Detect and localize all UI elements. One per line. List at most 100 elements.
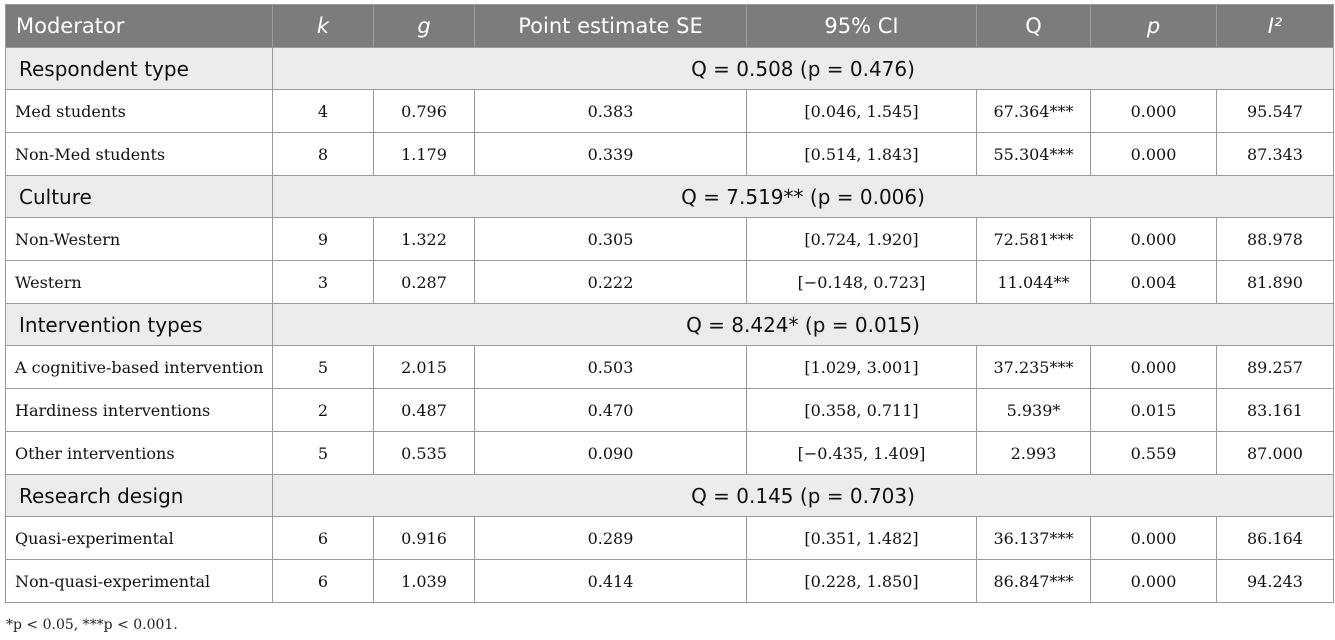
group-heterogeneity-stat: Q = 0.145 (p = 0.703)	[272, 474, 1334, 517]
cell-g: 0.487	[373, 388, 475, 432]
cell-k: 2	[272, 388, 374, 432]
cell-i2: 86.164	[1216, 516, 1334, 560]
cell-p: 0.000	[1090, 559, 1217, 603]
table-row: Non-quasi-experimental 6 1.039 0.414 [0.228,…	[5, 559, 1334, 603]
group-header-row: Culture Q = 7.519** (p = 0.006)	[5, 175, 1334, 218]
cell-p: 0.000	[1090, 89, 1217, 133]
cell-q: 55.304***	[976, 132, 1091, 176]
cell-q: 5.939*	[976, 388, 1091, 432]
cell-ci: [0.228, 1.850]	[746, 559, 977, 603]
cell-ci: [0.724, 1.920]	[746, 217, 977, 261]
group-heterogeneity-stat: Q = 7.519** (p = 0.006)	[272, 175, 1334, 218]
cell-se: 0.339	[474, 132, 747, 176]
header-q: Q	[976, 4, 1091, 48]
cell-se: 0.090	[474, 431, 747, 475]
cell-i2: 95.547	[1216, 89, 1334, 133]
cell-i2: 88.978	[1216, 217, 1334, 261]
cell-q: 67.364***	[976, 89, 1091, 133]
cell-se: 0.503	[474, 345, 747, 389]
cell-i2: 89.257	[1216, 345, 1334, 389]
cell-moderator: Other interventions	[5, 431, 273, 475]
cell-se: 0.222	[474, 260, 747, 304]
cell-q: 36.137***	[976, 516, 1091, 560]
cell-se: 0.414	[474, 559, 747, 603]
cell-moderator: Non-Western	[5, 217, 273, 261]
cell-moderator: Med students	[5, 89, 273, 133]
cell-g: 1.322	[373, 217, 475, 261]
cell-q: 2.993	[976, 431, 1091, 475]
cell-k: 9	[272, 217, 374, 261]
header-ci: 95% CI	[746, 4, 977, 48]
cell-moderator: A cognitive-based intervention	[5, 345, 273, 389]
header-p: p	[1090, 4, 1217, 48]
cell-k: 6	[272, 516, 374, 560]
table-row: Med students 4 0.796 0.383 [0.046, 1.545] 67.…	[5, 89, 1334, 133]
group-heterogeneity-stat: Q = 0.508 (p = 0.476)	[272, 47, 1334, 90]
cell-k: 5	[272, 345, 374, 389]
group-header-row: Respondent type Q = 0.508 (p = 0.476)	[5, 47, 1334, 90]
cell-k: 5	[272, 431, 374, 475]
cell-ci: [0.358, 0.711]	[746, 388, 977, 432]
cell-i2: 87.343	[1216, 132, 1334, 176]
cell-ci: [−0.435, 1.409]	[746, 431, 977, 475]
group-heterogeneity-stat: Q = 8.424* (p = 0.015)	[272, 303, 1334, 346]
cell-k: 4	[272, 89, 374, 133]
cell-k: 3	[272, 260, 374, 304]
table-row: Hardiness interventions 2 0.487 0.470 [0.358…	[5, 388, 1334, 432]
header-k: k	[272, 4, 374, 48]
cell-i2: 87.000	[1216, 431, 1334, 475]
cell-k: 6	[272, 559, 374, 603]
cell-p: 0.000	[1090, 217, 1217, 261]
header-row: Moderator k g Point estimate SE 95% CI Q…	[5, 4, 1334, 48]
cell-p: 0.015	[1090, 388, 1217, 432]
cell-g: 0.916	[373, 516, 475, 560]
cell-g: 0.535	[373, 431, 475, 475]
cell-q: 37.235***	[976, 345, 1091, 389]
header-se: Point estimate SE	[474, 4, 747, 48]
cell-moderator: Hardiness interventions	[5, 388, 273, 432]
cell-se: 0.383	[474, 89, 747, 133]
group-name: Research design	[5, 474, 273, 517]
cell-moderator: Western	[5, 260, 273, 304]
group-name: Culture	[5, 175, 273, 218]
cell-moderator: Non-Med students	[5, 132, 273, 176]
cell-g: 1.039	[373, 559, 475, 603]
table-row: A cognitive-based intervention 5 2.015 0.50…	[5, 345, 1334, 389]
cell-k: 8	[272, 132, 374, 176]
cell-q: 11.044**	[976, 260, 1091, 304]
cell-i2: 81.890	[1216, 260, 1334, 304]
cell-moderator: Quasi-experimental	[5, 516, 273, 560]
table-row: Other interventions 5 0.535 0.090 [−0.435, 1…	[5, 431, 1334, 475]
cell-ci: [0.046, 1.545]	[746, 89, 977, 133]
table-footnote: *p < 0.05, ***p < 0.001.	[6, 617, 178, 633]
cell-p: 0.000	[1090, 516, 1217, 560]
cell-se: 0.470	[474, 388, 747, 432]
cell-ci: [0.514, 1.843]	[746, 132, 977, 176]
table-row: Western 3 0.287 0.222 [−0.148, 0.723] 11.044*…	[5, 260, 1334, 304]
table-row: Non-Western 9 1.322 0.305 [0.724, 1.920] 72.5…	[5, 217, 1334, 261]
cell-moderator: Non-quasi-experimental	[5, 559, 273, 603]
header-i2: I²	[1216, 4, 1334, 48]
cell-q: 86.847***	[976, 559, 1091, 603]
cell-p: 0.004	[1090, 260, 1217, 304]
cell-ci: [−0.148, 0.723]	[746, 260, 977, 304]
group-name: Respondent type	[5, 47, 273, 90]
cell-p: 0.559	[1090, 431, 1217, 475]
cell-q: 72.581***	[976, 217, 1091, 261]
group-header-row: Intervention types Q = 8.424* (p = 0.015)	[5, 303, 1334, 346]
cell-g: 2.015	[373, 345, 475, 389]
cell-ci: [1.029, 3.001]	[746, 345, 977, 389]
header-g: g	[373, 4, 475, 48]
cell-g: 1.179	[373, 132, 475, 176]
group-name: Intervention types	[5, 303, 273, 346]
cell-g: 0.287	[373, 260, 475, 304]
cell-g: 0.796	[373, 89, 475, 133]
cell-se: 0.289	[474, 516, 747, 560]
moderator-table: Moderator k g Point estimate SE 95% CI Q…	[5, 4, 1334, 603]
group-header-row: Research design Q = 0.145 (p = 0.703)	[5, 474, 1334, 517]
table-row: Quasi-experimental 6 0.916 0.289 [0.351, 1.4…	[5, 516, 1334, 560]
cell-se: 0.305	[474, 217, 747, 261]
cell-p: 0.000	[1090, 345, 1217, 389]
header-moderator: Moderator	[5, 4, 273, 48]
cell-i2: 94.243	[1216, 559, 1334, 603]
